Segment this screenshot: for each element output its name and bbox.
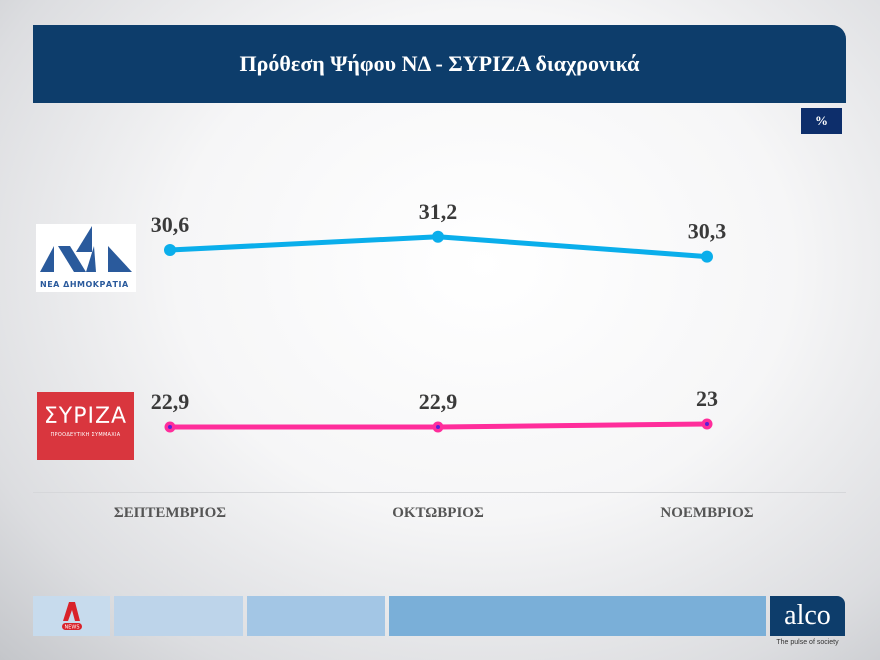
footer-bar-2 (247, 596, 385, 636)
x-label-nov: ΝΟΕΜΒΡΙΟΣ (660, 505, 754, 521)
syriza-logo-text: ΣΥΡΙΖΑ (43, 404, 128, 429)
alco-tagline: The pulse of society (776, 639, 839, 646)
svg-text:NEWS: NEWS (64, 625, 79, 631)
alpha-news-icon: NEWS (62, 602, 82, 631)
chart-title: Πρόθεση Ψήφου ΝΔ - ΣΥΡΙΖΑ διαχρονικά (239, 51, 640, 76)
footer-bar-1 (114, 596, 243, 636)
nd-logo-icon (40, 226, 132, 272)
alco-logo: alco (770, 596, 845, 636)
x-label-sep: ΣΕΠΤΕΜΒΡΙΟΣ (113, 505, 227, 521)
nd-logo-text: ΝΕΑ ΔΗΜΟΚΡΑΤΙΑ (40, 280, 129, 289)
syriza-logo-subtext: ΠΡΟΟΔΕΥΤΙΚΗ ΣΥΜΜΑΧΙΑ (50, 432, 121, 438)
data-point (432, 230, 444, 243)
data-label: 22,9 (151, 389, 190, 414)
data-label: 31,2 (419, 199, 458, 224)
data-label: 30,3 (688, 219, 727, 244)
syriza-logo: ΣΥΡΙΖΑ ΠΡΟΟΔΕΥΤΙΚΗ ΣΥΜΜΑΧΙΑ (37, 392, 134, 460)
data-point (164, 244, 176, 256)
data-label: 30,6 (151, 212, 190, 237)
series-syriza: 22,9 22,9 23 (151, 386, 718, 433)
footer-bar-3 (389, 596, 766, 636)
data-label: 23 (696, 386, 718, 411)
unit-badge: % (801, 108, 842, 134)
data-point (701, 250, 713, 263)
data-label: 22,9 (419, 389, 458, 414)
nd-logo: ΝΕΑ ΔΗΜΟΚΡΑΤΙΑ (36, 224, 136, 292)
x-axis-line (33, 492, 846, 493)
x-label-oct: ΟΚΤΩΒΡΙΟΣ (392, 505, 484, 521)
chart-title-bar: Πρόθεση Ψήφου ΝΔ - ΣΥΡΙΖΑ διαχρονικά (33, 25, 846, 103)
alpha-news-logo: NEWS (33, 596, 110, 636)
series-nd: 30,6 31,2 30,3 (151, 199, 727, 263)
